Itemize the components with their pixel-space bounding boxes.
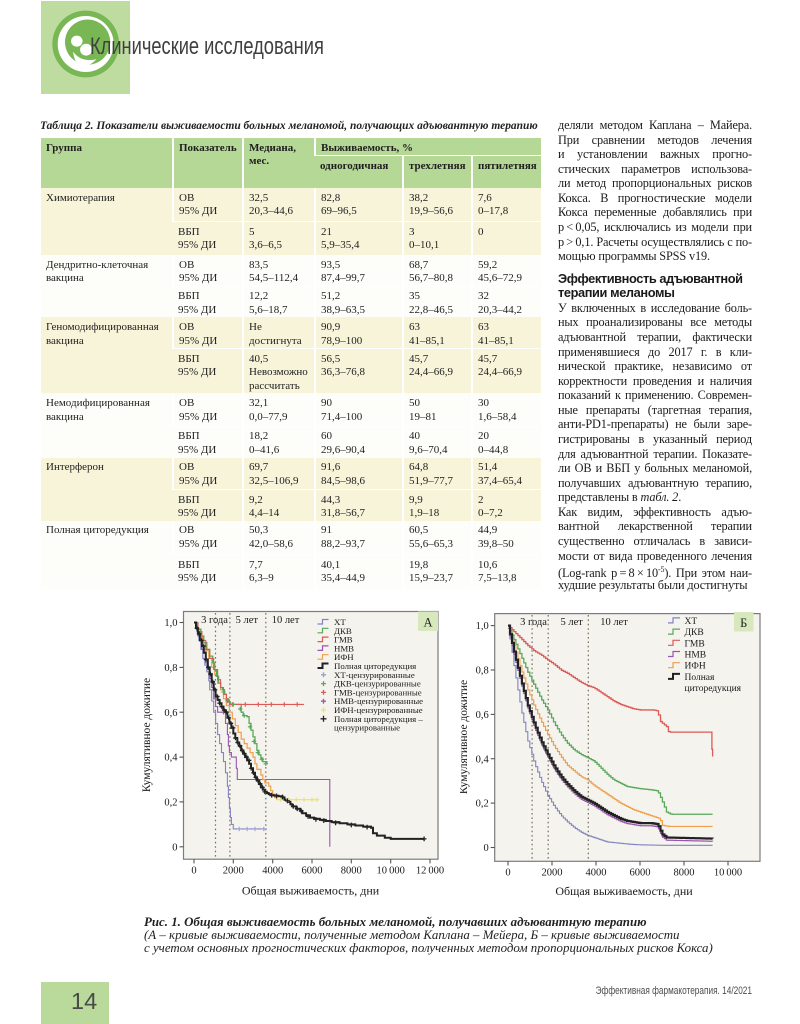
svg-text:Б: Б [740, 616, 747, 630]
svg-text:3 года: 3 года [520, 617, 547, 628]
svg-text:1,0: 1,0 [164, 618, 177, 629]
svg-text:8000: 8000 [674, 868, 695, 879]
svg-text:Полная: Полная [685, 673, 716, 683]
svg-text:ГМВ-цензурированные: ГМВ-цензурированные [334, 687, 422, 697]
svg-text:Кумулятивное дожитие: Кумулятивное дожитие [141, 678, 153, 792]
svg-text:цензурированные: цензурированные [334, 723, 400, 733]
svg-text:4000: 4000 [586, 868, 607, 879]
svg-text:10 000: 10 000 [714, 868, 742, 879]
svg-text:12 000: 12 000 [416, 866, 444, 877]
svg-text:Полная циторедукция: Полная циторедукция [334, 661, 416, 671]
svg-text:10 лет: 10 лет [272, 615, 300, 626]
svg-text:ИФН-цензурированные: ИФН-цензурированные [334, 705, 423, 715]
svg-text:0,2: 0,2 [164, 798, 177, 809]
svg-text:Полная циторедукция –: Полная циторедукция – [334, 714, 423, 724]
svg-text:0,4: 0,4 [164, 753, 178, 764]
svg-text:ДКВ-цензурированные: ДКВ-цензурированные [334, 679, 421, 689]
svg-text:ГМВ: ГМВ [685, 639, 705, 649]
svg-text:5 лет: 5 лет [561, 617, 584, 628]
svg-text:0: 0 [505, 868, 510, 879]
svg-text:5 лет: 5 лет [236, 615, 259, 626]
svg-text:ДКВ: ДКВ [685, 628, 704, 638]
svg-text:0,6: 0,6 [164, 708, 177, 719]
svg-text:циторедукция: циторедукция [685, 684, 742, 694]
svg-text:0,8: 0,8 [476, 666, 489, 677]
svg-text:Общая выживаемость, дни: Общая выживаемость, дни [555, 884, 693, 898]
svg-text:ИФН: ИФН [685, 662, 706, 672]
svg-text:6000: 6000 [630, 868, 651, 879]
svg-text:0: 0 [483, 843, 488, 854]
svg-text:1,0: 1,0 [476, 621, 489, 632]
svg-text:0: 0 [172, 842, 177, 853]
svg-text:Общая выживаемость, дни: Общая выживаемость, дни [242, 884, 380, 898]
svg-text:ХТ-цензурированные: ХТ-цензурированные [334, 670, 415, 680]
svg-text:0,4: 0,4 [476, 754, 490, 765]
svg-text:2000: 2000 [223, 866, 244, 877]
svg-text:НМВ: НМВ [334, 643, 354, 653]
svg-text:НМВ: НМВ [685, 651, 707, 661]
svg-text:0: 0 [191, 866, 196, 877]
svg-text:3 года: 3 года [201, 615, 228, 626]
svg-text:2000: 2000 [542, 868, 563, 879]
svg-text:ГМВ: ГМВ [334, 635, 353, 645]
svg-text:10 000: 10 000 [377, 866, 405, 877]
svg-text:ХТ: ХТ [685, 617, 698, 627]
svg-text:0,2: 0,2 [476, 799, 489, 810]
svg-text:8000: 8000 [341, 866, 362, 877]
svg-text:ХТ: ХТ [334, 617, 346, 627]
svg-text:НМВ-цензурированные: НМВ-цензурированные [334, 696, 423, 706]
svg-text:А: А [423, 616, 432, 630]
svg-text:4000: 4000 [262, 866, 283, 877]
svg-text:ДКВ: ДКВ [334, 626, 352, 636]
svg-text:ИФН: ИФН [334, 652, 354, 662]
svg-text:0,6: 0,6 [476, 710, 489, 721]
svg-text:0,8: 0,8 [164, 663, 177, 674]
svg-text:10 лет: 10 лет [600, 617, 628, 628]
svg-text:Кумулятивное дожитие: Кумулятивное дожитие [460, 680, 470, 794]
svg-text:6000: 6000 [302, 866, 323, 877]
